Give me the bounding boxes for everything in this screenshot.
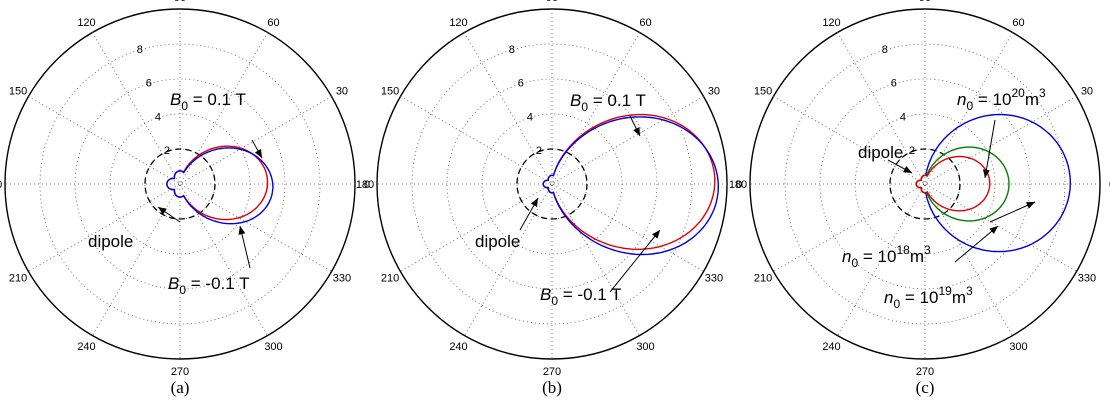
radial-tick-label: 6 xyxy=(518,78,524,90)
annotation-arrow xyxy=(609,229,661,293)
radial-gridline xyxy=(411,43,693,325)
angle-tick-label: 30 xyxy=(708,86,720,98)
angle-tick-label: 90 xyxy=(919,0,931,4)
tick-labels: 24680306090120150180210240270300330 xyxy=(0,0,370,378)
series-B0-0-1-curve xyxy=(542,113,716,250)
annotation-arrow xyxy=(984,119,996,179)
annotation-arrows xyxy=(157,139,263,269)
annotation-dipole: dipole xyxy=(88,232,133,251)
series-dipole-curve xyxy=(889,148,961,220)
annotation-b0-negative: B0 = -0.1 T xyxy=(168,274,250,297)
angle-tick-label: 0 xyxy=(1109,179,1110,191)
angle-tick-label: 330 xyxy=(705,273,723,285)
annotation-arrows xyxy=(887,119,1036,263)
panel-caption: (b) xyxy=(542,378,562,397)
angle-tick-label: 30 xyxy=(1081,86,1093,98)
angle-tick-label: 210 xyxy=(754,273,772,285)
series-B0-0-1-curve xyxy=(166,147,274,225)
panel-caption: (a) xyxy=(171,378,190,397)
angle-tick-label: 330 xyxy=(333,273,351,285)
arrow-head xyxy=(903,165,912,173)
annotation-b0-positive: B0 = 0.1 T xyxy=(170,90,246,113)
tick-labels: 24680306090120150180210240270300330 xyxy=(729,0,1110,378)
angle-tick-label: 90 xyxy=(546,0,558,4)
series-curves xyxy=(144,145,274,225)
series-B0-0-1-curve xyxy=(542,116,719,256)
angle-tick-label: 0 xyxy=(364,179,370,191)
angle-tick-label: 150 xyxy=(9,86,27,98)
angle-tick-label: 270 xyxy=(916,366,934,378)
annotation-n0-1e20: n0 = 1020m3 xyxy=(957,86,1046,113)
arrow-head xyxy=(652,230,660,239)
radial-gridline xyxy=(39,43,321,325)
radial-tick-label: 6 xyxy=(146,78,152,90)
arrow-head xyxy=(1026,202,1035,209)
polar-panel-a: 24680306090120150180210240270300330 B0 =… xyxy=(0,0,370,397)
annotation-arrows xyxy=(519,115,661,293)
angle-tick-label: 60 xyxy=(639,17,651,29)
annotation-dipole: dipole xyxy=(858,143,903,162)
arrow-head xyxy=(158,207,167,215)
radial-gridline xyxy=(784,43,1066,325)
radial-tick-label: 4 xyxy=(900,111,906,123)
angle-tick-label: 240 xyxy=(449,341,467,353)
angle-tick-label: 270 xyxy=(171,366,189,378)
angle-tick-label: 180 xyxy=(729,179,747,191)
angle-tick-label: 150 xyxy=(381,86,399,98)
series-curves xyxy=(889,113,1071,253)
angle-tick-label: 330 xyxy=(1078,273,1096,285)
annotation-n0-1e19: n0 = 1019m3 xyxy=(884,284,973,311)
arrow-head xyxy=(633,127,640,136)
angle-tick-label: 180 xyxy=(0,179,2,191)
annotation-n0-1e18: n0 = 1018m3 xyxy=(842,243,931,270)
radial-tick-label: 4 xyxy=(155,111,161,123)
polar-panel-c: 24680306090120150180210240270300330 n0 =… xyxy=(729,0,1110,397)
angle-tick-label: 210 xyxy=(9,273,27,285)
angle-tick-label: 300 xyxy=(264,341,282,353)
angle-tick-label: 240 xyxy=(822,341,840,353)
angle-tick-label: 30 xyxy=(336,86,348,98)
polar-panel-b: 24680306090120150180210240270300330 B0 =… xyxy=(356,0,742,397)
series-dipole-curve xyxy=(516,148,588,220)
arrow-head xyxy=(530,198,538,207)
tick-labels: 24680306090120150180210240270300330 xyxy=(356,0,742,378)
angle-tick-label: 180 xyxy=(356,179,374,191)
arrow-head xyxy=(982,169,990,178)
arrow-head xyxy=(254,149,262,158)
annotation-dipole: dipole xyxy=(475,232,520,251)
radial-tick-label: 4 xyxy=(527,111,533,123)
series-dipole-curve xyxy=(144,148,216,220)
polar-grid xyxy=(4,8,356,360)
annotation-b0-negative: B0 = -0.1 T xyxy=(540,285,622,308)
angle-tick-label: 90 xyxy=(174,0,186,4)
angle-tick-label: 300 xyxy=(1009,341,1027,353)
angle-tick-label: 120 xyxy=(449,17,467,29)
angle-tick-label: 150 xyxy=(754,86,772,98)
angle-tick-label: 240 xyxy=(77,341,95,353)
angle-tick-label: 0 xyxy=(736,179,742,191)
annotation-arrow xyxy=(954,225,999,263)
angle-tick-label: 60 xyxy=(1012,17,1024,29)
angle-tick-label: 60 xyxy=(267,17,279,29)
arrow-head xyxy=(238,226,246,235)
radial-tick-label: 8 xyxy=(137,44,143,56)
angle-tick-label: 270 xyxy=(543,366,561,378)
panel-caption: (c) xyxy=(916,378,935,397)
arrow-head xyxy=(989,226,998,235)
angle-tick-label: 210 xyxy=(381,273,399,285)
angle-tick-label: 120 xyxy=(77,17,95,29)
radial-tick-label: 8 xyxy=(882,44,888,56)
series-curves xyxy=(516,113,719,256)
annotation-b0-positive: B0 = 0.1 T xyxy=(570,91,646,114)
angle-tick-label: 120 xyxy=(822,17,840,29)
series-n0-1e20-curve xyxy=(915,155,991,212)
angle-tick-label: 300 xyxy=(636,341,654,353)
radial-tick-label: 6 xyxy=(891,78,897,90)
radial-tick-label: 8 xyxy=(509,44,515,56)
